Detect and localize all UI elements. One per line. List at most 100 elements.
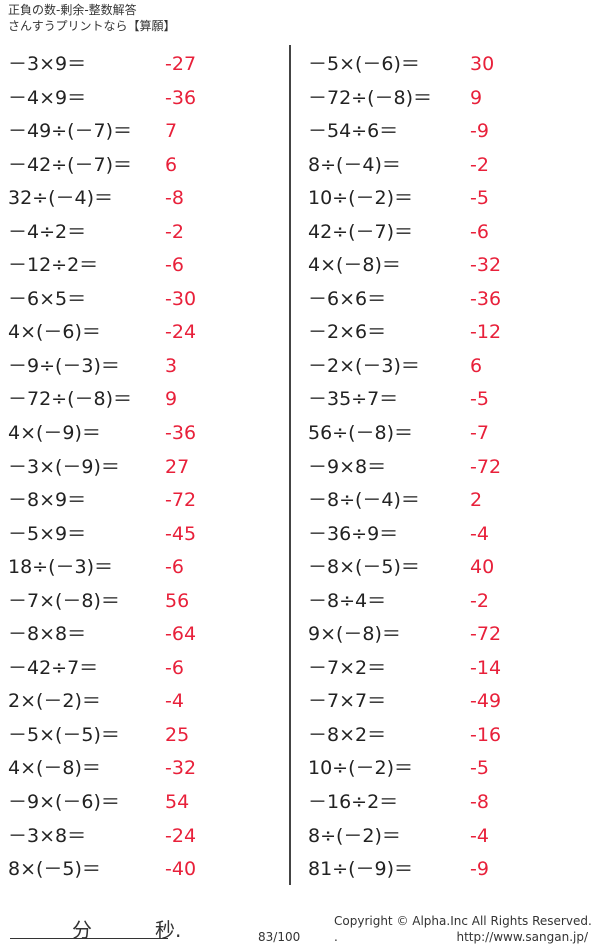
problem-text: －5×(－6)＝ xyxy=(308,53,420,75)
answer-text: -30 xyxy=(165,287,197,310)
problem-text: 2×(－2)＝ xyxy=(8,690,101,713)
problem-text: 9×(－8)＝ xyxy=(308,623,401,646)
problem-text: －3×(－9)＝ xyxy=(8,455,120,478)
answer-text: -36 xyxy=(165,86,197,109)
worksheet-subtitle: さんすうプリントなら【算願】 xyxy=(8,19,176,33)
problem-text: －8÷4＝ xyxy=(308,589,387,612)
column-divider xyxy=(289,45,291,885)
answer-text: -4 xyxy=(165,690,184,713)
problem-text: 56÷(－8)＝ xyxy=(308,422,414,445)
answer-text: -6 xyxy=(165,556,184,579)
answer-text: -2 xyxy=(165,220,184,243)
site-url[interactable]: http://www.sangan.jp/ xyxy=(456,930,588,944)
problem-text: －8×2＝ xyxy=(308,723,387,746)
answer-text: 9 xyxy=(470,86,483,109)
copyright: Copyright © Alpha.Inc All Rights Reserve… xyxy=(334,914,592,928)
answer-text: -9 xyxy=(470,120,489,143)
problem-text: －36÷9＝ xyxy=(308,522,399,545)
problem-text: －35÷7＝ xyxy=(308,388,399,411)
problem-text: －8÷(－4)＝ xyxy=(308,489,420,512)
minutes-label: 分 xyxy=(72,918,92,942)
problem-text: 4×(－8)＝ xyxy=(8,757,101,780)
footer-dot: . xyxy=(334,930,338,944)
problem-text: －3×9＝ xyxy=(8,53,87,75)
problem-text: －49÷(－7)＝ xyxy=(8,120,133,143)
problem-text: 42÷(－7)＝ xyxy=(308,220,414,243)
answer-text: -72 xyxy=(470,455,502,478)
answer-text: -14 xyxy=(470,656,502,679)
answer-text: -2 xyxy=(470,589,489,612)
problem-text: －7×2＝ xyxy=(308,656,387,679)
problem-text: 4×(－9)＝ xyxy=(8,422,101,445)
time-underline xyxy=(10,938,168,939)
problem-text: 4×(－6)＝ xyxy=(8,321,101,344)
problem-text: －9×8＝ xyxy=(308,455,387,478)
problem-text: －42÷(－7)＝ xyxy=(8,153,133,176)
problem-text: 18÷(－3)＝ xyxy=(8,556,114,579)
answer-text: -12 xyxy=(470,321,502,344)
answer-text: -5 xyxy=(470,757,489,780)
problem-text: －9×(－6)＝ xyxy=(8,791,120,814)
answer-text: -4 xyxy=(470,824,489,847)
problem-text: －42÷7＝ xyxy=(8,656,99,679)
answer-text: -40 xyxy=(165,858,197,881)
answer-text: -6 xyxy=(165,656,184,679)
answer-text: -9 xyxy=(470,858,489,881)
answer-text: 30 xyxy=(470,53,495,75)
answer-text: 7 xyxy=(165,120,178,143)
answer-text: -8 xyxy=(470,791,489,814)
answer-text: -64 xyxy=(165,623,197,646)
answer-text: -5 xyxy=(470,388,489,411)
problem-text: －8×9＝ xyxy=(8,489,87,512)
answer-text: -24 xyxy=(165,321,197,344)
problem-text: －72÷(－8)＝ xyxy=(8,388,133,411)
problem-text: －72÷(－8)＝ xyxy=(308,86,433,109)
answer-text: 40 xyxy=(470,556,495,579)
problem-text: －2×(－3)＝ xyxy=(308,354,420,377)
answer-text: -27 xyxy=(165,53,197,75)
answer-text: -24 xyxy=(165,824,197,847)
answer-text: -36 xyxy=(470,287,502,310)
problem-text: －54÷6＝ xyxy=(308,120,399,143)
problem-text: －8×8＝ xyxy=(8,623,87,646)
answer-text: 6 xyxy=(470,354,483,377)
answer-text: -32 xyxy=(470,254,502,277)
problem-text: 8÷(－2)＝ xyxy=(308,824,401,847)
problem-text: －8×(－5)＝ xyxy=(308,556,420,579)
answer-text: -16 xyxy=(470,723,502,746)
answer-text: -72 xyxy=(470,623,502,646)
answer-text: 27 xyxy=(165,455,190,478)
page-number: 83/100 xyxy=(258,930,301,944)
answer-text: -4 xyxy=(470,522,489,545)
answer-text: 54 xyxy=(165,791,190,814)
answer-text: 2 xyxy=(470,489,483,512)
answer-text: -6 xyxy=(165,254,184,277)
problem-text: －16÷2＝ xyxy=(308,791,399,814)
answer-text: 56 xyxy=(165,589,190,612)
answer-text: -49 xyxy=(470,690,502,713)
problem-text: －5×(－5)＝ xyxy=(8,723,120,746)
worksheet-title: 正負の数-剰余-整数解答 xyxy=(8,3,137,17)
problem-text: －7×(－8)＝ xyxy=(8,589,120,612)
answer-text: 3 xyxy=(165,354,178,377)
problem-text: －2×6＝ xyxy=(308,321,387,344)
problem-text: －6×6＝ xyxy=(308,287,387,310)
problem-text: 10÷(－2)＝ xyxy=(308,757,414,780)
answer-text: -2 xyxy=(470,153,489,176)
answer-text: 9 xyxy=(165,388,178,411)
answer-text: -6 xyxy=(470,220,489,243)
problem-text: －5×9＝ xyxy=(8,522,87,545)
answer-text: 25 xyxy=(165,723,190,746)
problem-text: 81÷(－9)＝ xyxy=(308,858,414,881)
problem-text: 8×(－5)＝ xyxy=(8,858,101,881)
problem-text: －4×9＝ xyxy=(8,86,87,109)
problem-text: 4×(－8)＝ xyxy=(308,254,401,277)
answer-text: 6 xyxy=(165,153,178,176)
problem-text: －6×5＝ xyxy=(8,287,87,310)
answer-text: -7 xyxy=(470,422,489,445)
problem-text: 8÷(－4)＝ xyxy=(308,153,401,176)
problem-text: －7×7＝ xyxy=(308,690,387,713)
answer-text: -32 xyxy=(165,757,197,780)
answer-text: -45 xyxy=(165,522,197,545)
problem-text: －3×8＝ xyxy=(8,824,87,847)
